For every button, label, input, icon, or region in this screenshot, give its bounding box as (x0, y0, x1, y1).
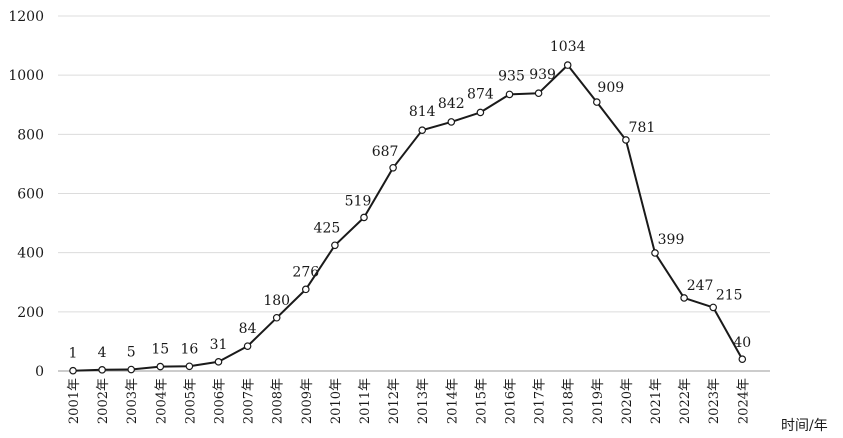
y-tick-label: 800 (17, 127, 44, 143)
data-point (709, 303, 718, 312)
data-label: 687 (372, 144, 399, 160)
data-point (738, 355, 747, 363)
y-tick-label: 1200 (8, 9, 44, 25)
x-tick-label: 2012年 (387, 378, 402, 424)
x-tick-label: 2008年 (271, 378, 286, 424)
series-line (72, 64, 744, 372)
x-tick-label: 2021年 (649, 378, 664, 424)
x-tick-label: 2010年 (329, 378, 344, 424)
data-label: 1 (69, 346, 78, 362)
data-point (272, 313, 281, 322)
data-point (622, 136, 630, 144)
data-point (214, 358, 223, 366)
data-point (680, 294, 688, 302)
x-tick-label: 2017年 (533, 378, 548, 424)
data-label: 15 (151, 342, 169, 358)
x-tick-label: 2009年 (300, 378, 315, 424)
x-tick-label: 2019年 (591, 378, 606, 424)
data-label: 842 (438, 96, 465, 112)
x-tick-label: 2016年 (504, 378, 519, 424)
data-label: 814 (409, 104, 436, 120)
y-tick-label: 400 (17, 246, 44, 262)
data-label: 40 (733, 335, 751, 351)
x-tick-label: 2013年 (416, 378, 431, 424)
data-label: 5 (127, 345, 136, 361)
x-tick-label: 2018年 (562, 378, 577, 424)
x-tick-label: 2022年 (678, 378, 693, 424)
data-point (156, 362, 165, 371)
x-tick-label: 2024年 (736, 378, 751, 424)
data-label: 425 (314, 220, 341, 236)
x-tick-label: 2015年 (474, 378, 489, 424)
data-point (476, 108, 485, 117)
data-point (592, 98, 601, 106)
x-tick-label: 2003年 (125, 378, 140, 424)
data-label: 519 (345, 193, 372, 209)
data-label: 31 (210, 337, 228, 353)
x-tick-label: 2020年 (620, 378, 635, 424)
data-label: 399 (658, 232, 685, 248)
data-point (418, 126, 427, 134)
data-label: 180 (263, 293, 290, 309)
data-point (447, 118, 456, 126)
data-label: 909 (597, 80, 624, 96)
x-tick-label: 2004年 (154, 378, 169, 424)
data-label: 215 (716, 287, 743, 303)
gridlines (58, 15, 770, 372)
data-label: 84 (239, 321, 257, 337)
data-label: 247 (687, 278, 714, 294)
data-point (243, 342, 252, 350)
x-axis-title: 时间/年 (781, 418, 828, 434)
data-point (331, 241, 339, 250)
data-label: 874 (467, 86, 494, 102)
x-tick-label: 2007年 (242, 378, 257, 424)
x-tick-label: 2006年 (213, 378, 228, 424)
x-tick-label: 2001年 (67, 378, 82, 424)
data-label: 1034 (550, 39, 586, 55)
x-tick-label: 2023年 (707, 378, 722, 424)
data-point (505, 90, 514, 99)
x-tick-label: 2005年 (183, 378, 198, 424)
data-point (651, 249, 659, 257)
data-label: 781 (629, 120, 656, 136)
y-tick-label: 0 (35, 364, 44, 380)
data-point (563, 61, 572, 69)
data-point (534, 89, 543, 98)
data-point (98, 366, 106, 374)
y-tick-label: 600 (17, 187, 44, 203)
data-label: 935 (498, 68, 525, 84)
data-point (389, 163, 397, 172)
data-point (301, 285, 310, 294)
data-label: 16 (180, 341, 198, 357)
data-point (127, 365, 136, 374)
x-axis-ticks: 2001年 2002年 2003年 2004年 2005年 2006年 2007年 2008年… (67, 378, 751, 424)
y-axis-ticks: 0 200 400 600 800 1000 1200 (8, 9, 44, 380)
data-point (185, 362, 194, 371)
y-tick-label: 1000 (8, 68, 44, 84)
data-label: 4 (98, 345, 107, 361)
data-point (69, 366, 77, 375)
data-point (360, 213, 368, 222)
x-tick-label: 2011年 (358, 378, 373, 424)
x-tick-label: 2014年 (445, 378, 460, 424)
y-tick-label: 200 (17, 305, 44, 321)
data-label: 939 (529, 67, 556, 83)
x-tick-label: 2002年 (96, 378, 111, 424)
data-label: 276 (292, 264, 319, 280)
series-group (69, 61, 747, 375)
